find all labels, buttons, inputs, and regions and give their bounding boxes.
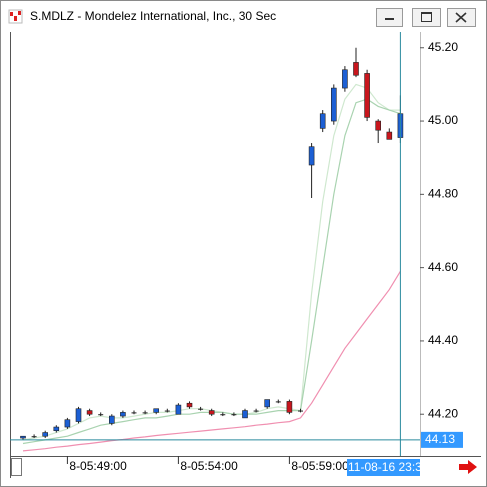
candle-body xyxy=(186,402,193,408)
candle-body xyxy=(75,408,82,422)
candle-body xyxy=(319,113,326,129)
cursor-label: 11-08-16 23:34:00 xyxy=(348,460,446,474)
candle-body xyxy=(308,146,315,166)
candle-body xyxy=(109,415,115,424)
candle-body xyxy=(286,401,293,413)
y-tick-label: 45.00 xyxy=(428,113,458,127)
candle-body xyxy=(31,436,37,438)
x-tick-label: 8-05:59:00 xyxy=(291,459,349,473)
x-tick-label: 8-05:54:00 xyxy=(180,459,238,473)
candle-body xyxy=(131,412,137,414)
candle-body xyxy=(364,73,370,118)
candle-body xyxy=(242,410,248,419)
candle-body xyxy=(120,412,126,417)
scroll-right-arrow[interactable] xyxy=(459,460,477,474)
close-button[interactable] xyxy=(447,8,476,27)
candle-body xyxy=(220,414,226,416)
candle-body xyxy=(42,432,49,437)
candle-body xyxy=(98,414,104,416)
candle-body xyxy=(386,131,393,140)
candle-body xyxy=(253,410,259,412)
candle-body xyxy=(264,399,271,408)
candle-body xyxy=(53,426,60,432)
candle-body xyxy=(231,414,237,416)
candle-body xyxy=(342,69,348,89)
scroll-box[interactable] xyxy=(11,458,22,476)
candle-body xyxy=(298,410,303,412)
window-icon xyxy=(8,9,23,24)
candle-body xyxy=(142,412,148,414)
y-tick-label: 44.60 xyxy=(428,260,458,274)
x-tick-label: 8-05:49:00 xyxy=(69,459,127,473)
candle-body xyxy=(275,401,281,403)
last-price-box xyxy=(421,431,463,448)
maximize-button[interactable] xyxy=(412,8,441,27)
last-price-label: 44.13 xyxy=(425,432,455,446)
y-tick-label: 44.80 xyxy=(428,187,458,201)
candle-body xyxy=(153,408,159,413)
y-tick-label: 44.40 xyxy=(428,333,458,347)
minimize-button[interactable] xyxy=(376,8,403,27)
plot-background xyxy=(10,32,480,456)
window-title: S.MDLZ - Mondelez International, Inc., 3… xyxy=(30,9,276,23)
moving-average-line xyxy=(22,270,401,452)
y-tick-label: 45.20 xyxy=(428,40,458,54)
candle-body xyxy=(86,410,93,415)
candle-body xyxy=(20,435,26,439)
candle-body xyxy=(175,404,182,415)
candle-body xyxy=(330,87,337,122)
candle-body xyxy=(64,419,71,428)
y-tick-label: 44.20 xyxy=(428,406,458,420)
candle-body xyxy=(208,410,215,415)
candle-body xyxy=(353,62,359,76)
candle-body xyxy=(198,408,204,410)
candle-body xyxy=(164,410,170,412)
candle-body xyxy=(375,120,382,131)
cursor-label-box xyxy=(347,459,420,476)
